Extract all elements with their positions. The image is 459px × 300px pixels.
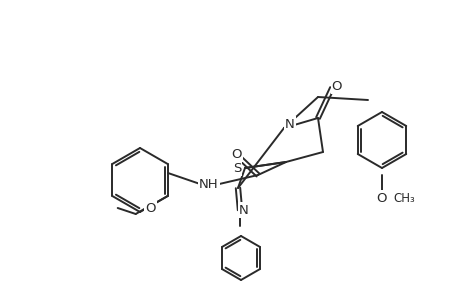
Text: CH₃: CH₃ [392, 191, 414, 205]
Text: O: O [231, 148, 242, 160]
Text: S: S [232, 161, 241, 175]
Text: O: O [331, 80, 341, 92]
Text: N: N [239, 203, 248, 217]
Text: O: O [376, 191, 386, 205]
Text: NH: NH [199, 178, 218, 191]
Text: N: N [285, 118, 294, 130]
Text: O: O [145, 202, 156, 214]
